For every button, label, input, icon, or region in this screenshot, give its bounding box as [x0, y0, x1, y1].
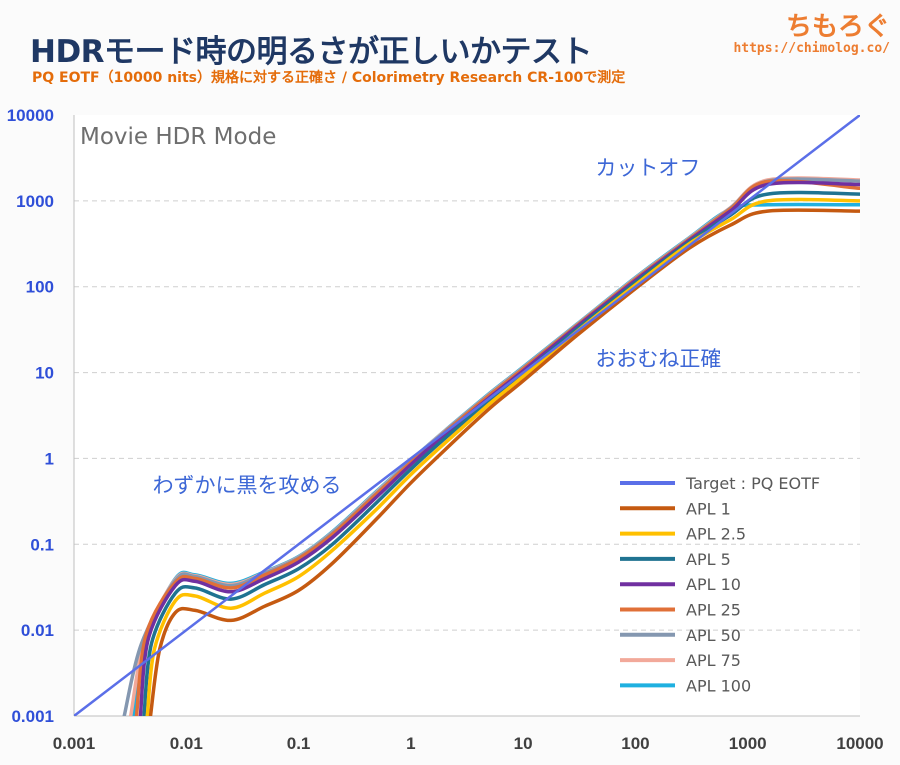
series-line-1: [148, 208, 860, 716]
legend-label: APL 100: [686, 676, 751, 695]
chart-title: Movie HDR Mode: [80, 124, 276, 150]
grid-lines: [74, 200, 860, 631]
legend-label: Target : PQ EOTF: [685, 474, 820, 493]
x-tick-label: 100: [621, 734, 649, 753]
y-tick-label: 0.01: [21, 621, 54, 640]
y-tick-label: 1000: [16, 192, 54, 211]
y-tick-label: 10000: [7, 106, 54, 125]
x-tick-label: 10: [514, 734, 533, 753]
legend-label: APL 25: [686, 601, 741, 620]
y-tick-label: 10: [35, 364, 54, 383]
axes: 0.001 0.01 0.1 1 10 100 1000 10000 0.001 0.01 0.1 1…: [7, 106, 884, 753]
annotation-2: わずかに黒を攻める: [153, 474, 342, 498]
x-tick-label: 0.1: [287, 734, 311, 753]
legend-label: APL 1: [686, 499, 731, 518]
legend-label: APL 50: [686, 626, 741, 645]
page-title: HDRモード時の明るさが正しいかテスト: [30, 34, 593, 70]
annotation-1: おおむね正確: [595, 347, 721, 371]
y-tick-label: 100: [26, 278, 54, 297]
brand-url: https://chimolog.co/: [733, 41, 890, 56]
y-tick-label: 1: [45, 449, 54, 468]
page-subtitle: PQ EOTF（10000 nits）規格に対する正確さ / Colorimet…: [32, 70, 626, 86]
legend-label: APL 5: [686, 550, 731, 569]
legend-label: APL 75: [686, 651, 741, 670]
legend-label: APL 10: [686, 575, 741, 594]
x-tick-label: 1000: [729, 734, 767, 753]
y-tick-label: 0.1: [30, 535, 54, 554]
brand-logo: ちもろぐ: [785, 12, 890, 42]
series-group: [74, 115, 860, 716]
x-tick-label: 0.001: [53, 734, 96, 753]
y-tick-label: 0.001: [11, 707, 54, 726]
x-tick-label: 0.01: [170, 734, 203, 753]
x-tick-label: 1: [406, 734, 415, 753]
legend-label: APL 2.5: [686, 525, 746, 544]
annotation-0: カットオフ: [595, 156, 700, 180]
x-tick-label: 10000: [836, 734, 883, 753]
legend: Target : PQ EOTF APL 1 APL 2.5 APL 5 APL 10 A…: [620, 474, 820, 695]
series-line-2: [145, 197, 860, 716]
series-line-0: [74, 115, 860, 716]
